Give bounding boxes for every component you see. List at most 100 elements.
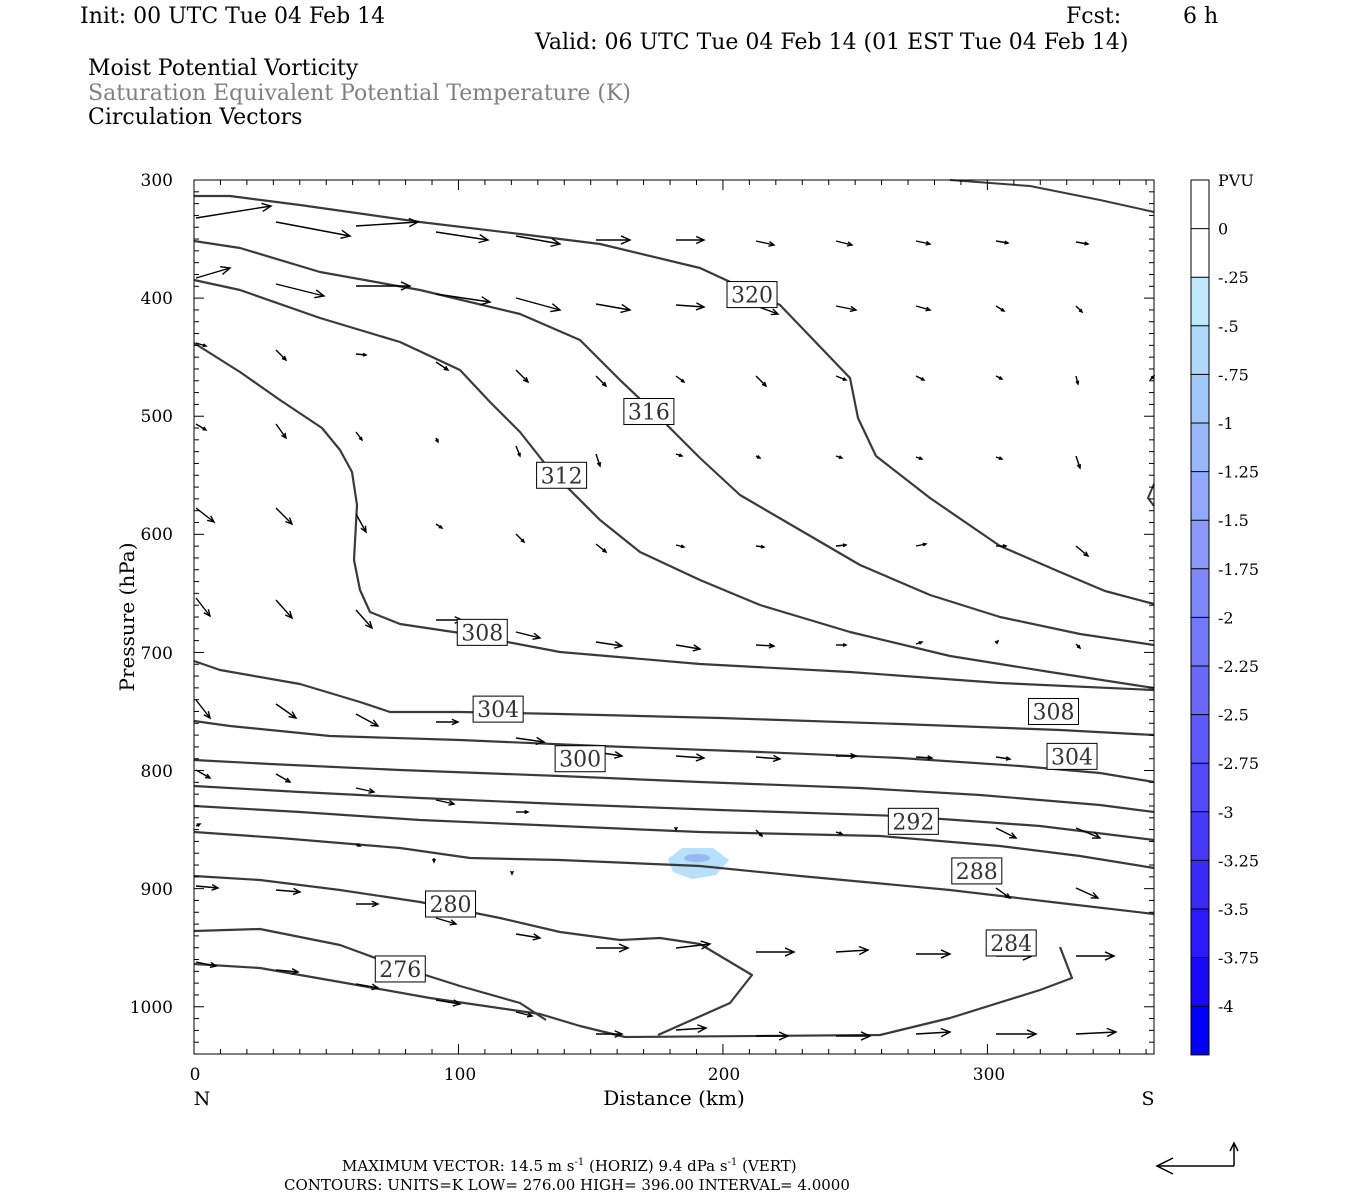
circulation-vector — [515, 297, 562, 313]
circulation-vector — [275, 507, 294, 526]
circulation-vector — [1075, 305, 1084, 314]
circulation-vector — [995, 375, 1004, 380]
colorbar-segment — [1191, 860, 1209, 910]
circulation-vector — [915, 542, 928, 547]
contour-label-box — [1046, 742, 1098, 770]
contour-label: 300 — [559, 748, 601, 773]
circulation-vector — [915, 305, 932, 312]
circulation-vector — [1075, 455, 1082, 470]
circulation-vector — [275, 773, 292, 783]
colorbar-segment — [1191, 617, 1209, 667]
circulation-vector — [1075, 1027, 1118, 1038]
circulation-vector — [435, 293, 492, 306]
circulation-vector — [915, 456, 924, 461]
contour-label-box — [985, 929, 1037, 957]
y-tick-label: 900 — [141, 880, 173, 900]
circulation-vector — [675, 753, 706, 762]
circulation-vector — [676, 235, 706, 245]
x-axis-label: Distance (km) — [603, 1086, 745, 1110]
circulation-vector — [915, 1027, 952, 1038]
circulation-vector — [515, 369, 530, 384]
circulation-vector — [515, 1011, 534, 1018]
circulation-vector — [275, 703, 298, 719]
circulation-vector — [755, 829, 764, 838]
circulation-vector — [836, 1031, 872, 1041]
circulation-vector — [435, 917, 458, 926]
theta-es-contour — [193, 719, 1155, 784]
circulation-vector — [995, 305, 1006, 312]
contour-label: 312 — [541, 464, 583, 489]
field-title-mpv: Moist Potential Vorticity — [88, 56, 359, 81]
theta-es-contour — [193, 784, 1155, 842]
y-tick-label: 500 — [141, 407, 173, 427]
circulation-vector — [195, 699, 212, 720]
y-axis-label: Pressure (hPa) — [115, 543, 139, 692]
circulation-vector — [510, 870, 514, 876]
circulation-vector — [675, 453, 684, 458]
circulation-vector — [195, 265, 232, 279]
circulation-vector — [916, 949, 952, 959]
colorbar-segment — [1191, 423, 1209, 473]
circulation-vector — [595, 375, 608, 388]
circulation-vector — [755, 544, 766, 549]
circulation-vector — [355, 843, 362, 847]
colorbar-title: PVU — [1218, 171, 1254, 190]
circulation-vector — [355, 713, 380, 727]
valid-time: Valid: 06 UTC Tue 04 Feb 14 (01 EST Tue … — [535, 30, 1129, 55]
contour-label: 284 — [990, 932, 1032, 957]
circulation-vector — [436, 718, 460, 726]
circulation-vector — [836, 643, 848, 647]
contour-label: 280 — [430, 893, 472, 918]
circulation-vector — [195, 769, 212, 779]
x-tick-label: 0 — [190, 1065, 201, 1085]
circulation-vector — [595, 303, 632, 314]
contour-label: 304 — [477, 698, 519, 723]
theta-es-contour — [193, 830, 1155, 916]
colorbar-segment — [1191, 811, 1209, 861]
circulation-vector — [755, 455, 762, 459]
y-tick-label: 600 — [141, 525, 173, 545]
circulation-vector — [755, 754, 782, 763]
theta-es-contour — [193, 239, 1155, 647]
theta-es-contour — [949, 179, 1155, 213]
circulation-vector — [675, 644, 702, 652]
circulation-vector — [195, 823, 202, 827]
circulation-vector — [432, 858, 436, 864]
theta-es-contour — [1146, 483, 1155, 507]
circulation-vector — [675, 544, 686, 549]
circulation-vector — [995, 756, 1012, 761]
circulation-vector — [996, 544, 1008, 548]
x-tick-label: 200 — [708, 1065, 740, 1085]
circulation-vector — [195, 202, 273, 219]
colorbar-segment — [1191, 568, 1209, 618]
circulation-vector — [356, 281, 412, 291]
circulation-vector — [435, 523, 444, 529]
circulation-vector — [275, 283, 326, 299]
colorbar-label: -1.25 — [1218, 463, 1259, 482]
circulation-vector — [755, 642, 776, 649]
plot-frame — [193, 179, 1155, 1055]
y-tick-label: 700 — [141, 644, 173, 664]
circulation-vector — [596, 235, 632, 245]
circulation-vector — [994, 639, 1000, 645]
contour-label: 308 — [461, 621, 503, 646]
x-tick-label: 100 — [444, 1065, 476, 1085]
colorbar-label: -.5 — [1218, 317, 1239, 336]
circulation-vector — [435, 437, 439, 444]
contour-label: 288 — [956, 860, 998, 885]
contour-label-box — [425, 890, 477, 918]
circulation-vector — [835, 455, 844, 460]
circulation-vector — [1076, 951, 1116, 961]
circulation-vector — [195, 961, 218, 969]
circulation-vector — [835, 945, 870, 956]
theta-es-contour — [193, 659, 1155, 737]
colorbar-segment — [1191, 180, 1209, 230]
south-end-label: S — [1141, 1088, 1154, 1110]
circulation-vector — [356, 900, 380, 908]
circulation-vector — [355, 609, 374, 630]
colorbar-segment — [1191, 957, 1209, 1007]
circulation-vector — [596, 1030, 624, 1038]
colorbar-label: -2.25 — [1218, 657, 1259, 676]
colorbar-segment — [1191, 228, 1209, 278]
circulation-vector — [756, 1031, 790, 1041]
